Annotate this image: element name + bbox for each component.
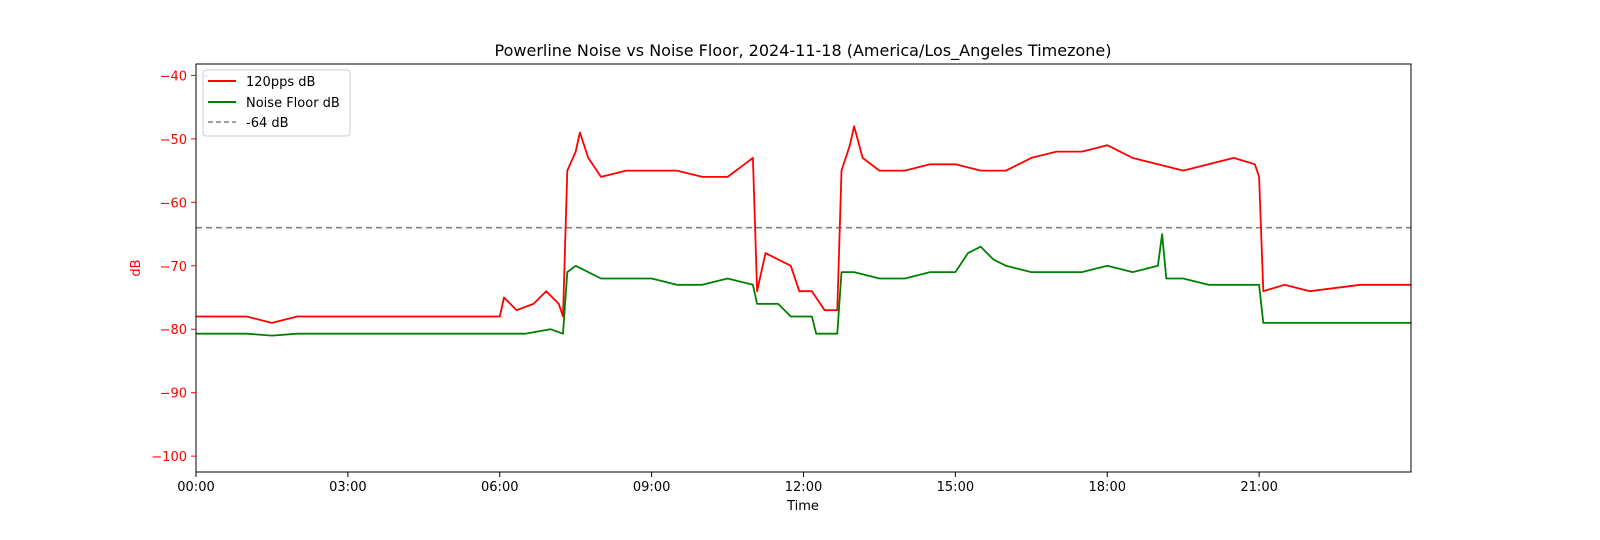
y-tick-label: −50 (160, 133, 187, 148)
x-tick-label: 03:00 (329, 480, 366, 495)
y-tick-label: −80 (160, 323, 187, 338)
series-line-1 (196, 233, 1411, 337)
x-tick-label: 21:00 (1240, 480, 1277, 495)
chart-title: Powerline Noise vs Noise Floor, 2024-11-… (495, 41, 1112, 61)
y-tick-label: −70 (160, 260, 187, 275)
legend-label-120pps: 120pps dB (246, 75, 315, 90)
y-axis: −40 −50 −60 −70 −80 −90 −100 (151, 69, 196, 465)
legend-label-noise-floor: Noise Floor dB (246, 96, 340, 111)
x-tick-label: 00:00 (177, 480, 214, 495)
legend-box (202, 69, 351, 137)
x-tick-label: 15:00 (937, 480, 974, 495)
x-tick-label: 18:00 (1089, 480, 1126, 495)
y-axis-label: dB (129, 259, 144, 276)
plot-area (195, 63, 1412, 473)
y-tick-label: −60 (160, 196, 187, 211)
y-tick-label: −40 (160, 69, 187, 84)
x-tick-label: 12:00 (785, 480, 822, 495)
y-tick-label: −100 (151, 450, 187, 465)
legend: 120pps dB Noise Floor dB -64 dB (202, 69, 351, 137)
x-tick-label: 06:00 (481, 480, 518, 495)
legend-label-reference: -64 dB (246, 116, 289, 131)
y-tick-label: −90 (160, 387, 187, 402)
x-tick-label: 09:00 (633, 480, 670, 495)
series-line-0 (196, 125, 1411, 324)
x-axis: 00:00 03:00 06:00 09:00 12:00 15:00 18:00 21:00 (177, 472, 1278, 495)
x-axis-label: Time (786, 499, 819, 514)
